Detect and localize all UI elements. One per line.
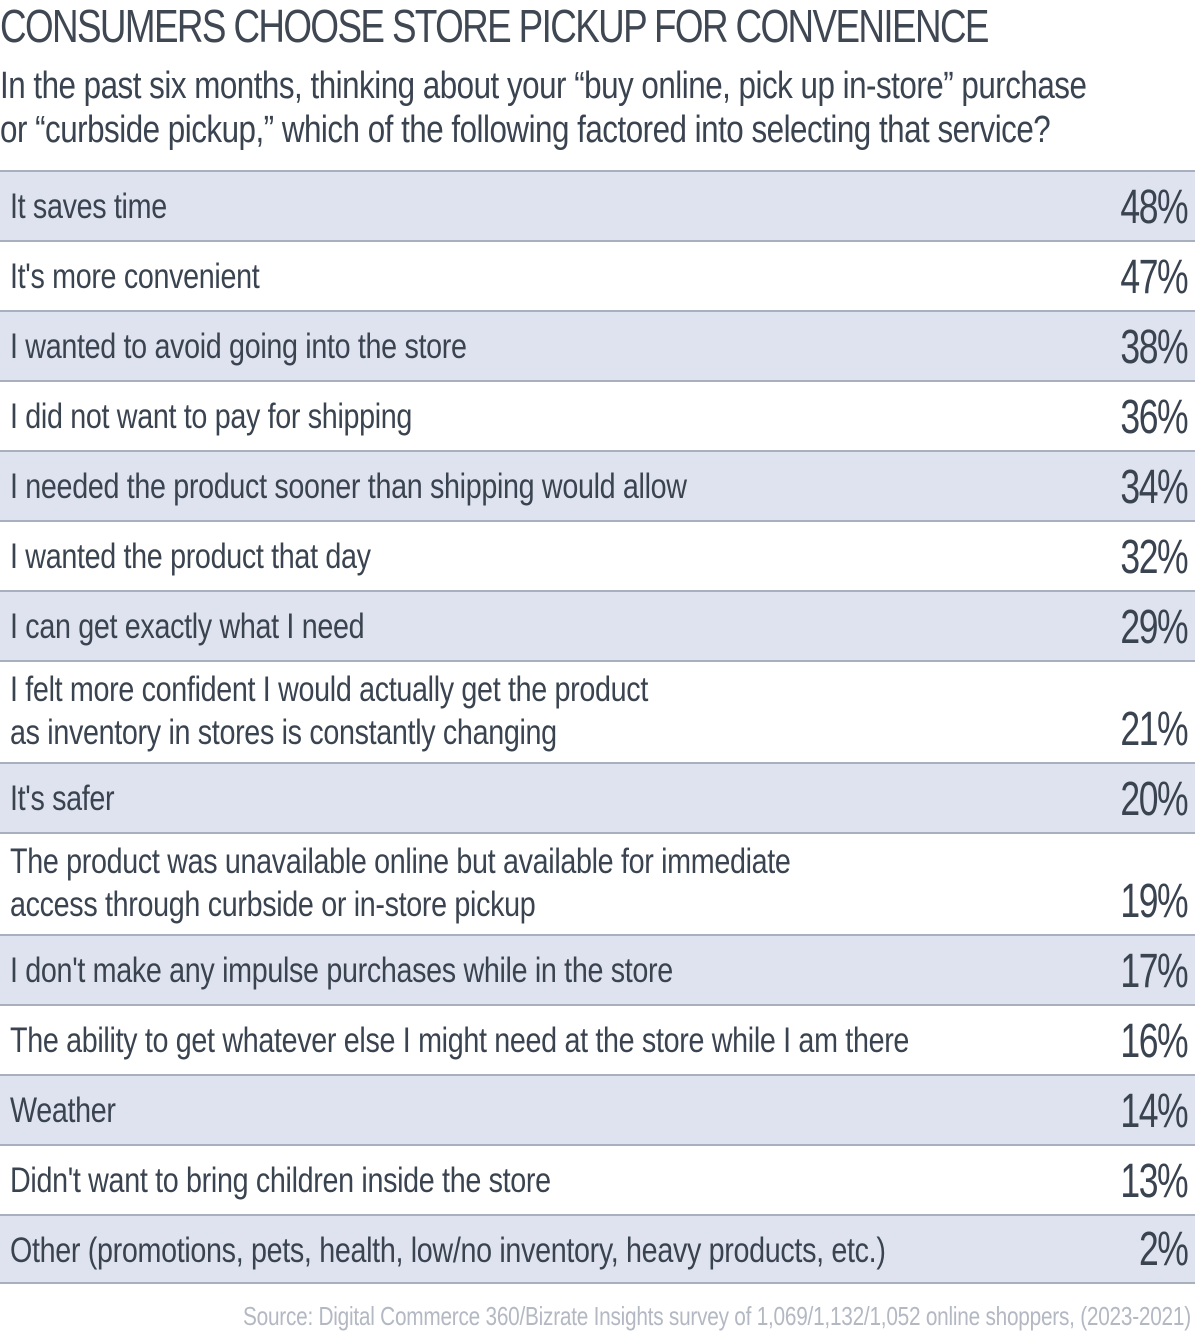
- row-value: 36%: [1120, 391, 1188, 444]
- table-row: Other (promotions, pets, health, low/no …: [0, 1214, 1195, 1284]
- table-row: The product was unavailable online but a…: [0, 832, 1195, 934]
- table-row: I don't make any impulse purchases while…: [0, 934, 1195, 1004]
- row-value: 14%: [1120, 1085, 1188, 1138]
- row-label: I don't make any impulse purchases while…: [10, 951, 673, 990]
- table-row: The ability to get whatever else I might…: [0, 1004, 1195, 1074]
- row-value: 48%: [1120, 181, 1188, 234]
- results-table: It saves time 48% It's more convenient 47% I…: [0, 170, 1195, 1284]
- row-value: 20%: [1120, 773, 1188, 826]
- row-value: 16%: [1120, 1015, 1188, 1068]
- row-value: 19%: [1120, 875, 1188, 928]
- row-label: Didn't want to bring children inside the…: [10, 1161, 551, 1200]
- row-label: It's more convenient: [10, 257, 260, 296]
- row-label: Other (promotions, pets, health, low/no …: [10, 1231, 886, 1270]
- table-row: I can get exactly what I need 29%: [0, 590, 1195, 660]
- row-value: 47%: [1120, 251, 1188, 304]
- row-value: 32%: [1120, 531, 1188, 584]
- table-row: I did not want to pay for shipping 36%: [0, 380, 1195, 450]
- table-row: Weather 14%: [0, 1074, 1195, 1144]
- row-value: 13%: [1120, 1155, 1188, 1208]
- row-label: I needed the product sooner than shippin…: [10, 467, 687, 506]
- chart-title: CONSUMERS CHOOSE STORE PICKUP FOR CONVEN…: [0, 0, 989, 52]
- row-label: It saves time: [10, 187, 167, 226]
- table-row: I wanted to avoid going into the store 38…: [0, 310, 1195, 380]
- row-label: The product was unavailable online but a…: [10, 842, 791, 924]
- row-value: 34%: [1120, 461, 1188, 514]
- table-row: It's more convenient 47%: [0, 240, 1195, 310]
- row-value: 38%: [1120, 321, 1188, 374]
- source-note: Source: Digital Commerce 360/Bizrate Ins…: [243, 1301, 1191, 1331]
- row-label: I can get exactly what I need: [10, 607, 365, 646]
- row-value: 29%: [1120, 601, 1188, 654]
- row-label: Weather: [10, 1091, 116, 1130]
- table-row: I needed the product sooner than shippin…: [0, 450, 1195, 520]
- table-row: It's safer 20%: [0, 762, 1195, 832]
- table-row: It saves time 48%: [0, 170, 1195, 240]
- row-value: 21%: [1120, 703, 1188, 756]
- row-label: I wanted the product that day: [10, 537, 371, 576]
- row-label: The ability to get whatever else I might…: [10, 1021, 910, 1060]
- subtitle-line-2: or “curbside pickup,” which of the follo…: [0, 109, 1051, 151]
- row-label: I did not want to pay for shipping: [10, 397, 413, 436]
- row-label: I felt more confident I would actually g…: [10, 670, 648, 752]
- row-value: 2%: [1138, 1223, 1189, 1276]
- subtitle-line-1: In the past six months, thinking about y…: [0, 65, 1087, 107]
- row-label: I wanted to avoid going into the store: [10, 327, 467, 366]
- table-row: Didn't want to bring children inside the…: [0, 1144, 1195, 1214]
- chart-subtitle: In the past six months, thinking about y…: [0, 64, 1188, 152]
- row-label: It's safer: [10, 779, 115, 818]
- table-row: I felt more confident I would actually g…: [0, 660, 1195, 762]
- row-value: 17%: [1120, 945, 1188, 998]
- table-row: I wanted the product that day 32%: [0, 520, 1195, 590]
